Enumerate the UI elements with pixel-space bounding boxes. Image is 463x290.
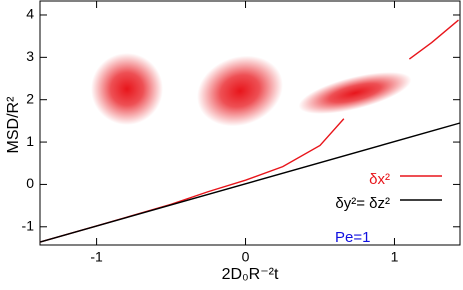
y-tick-label: -1	[22, 217, 35, 233]
data-line	[39, 19, 459, 243]
data-line	[39, 122, 461, 243]
y-tick-label: 3	[26, 48, 34, 64]
particle-blob	[197, 55, 283, 127]
x-axis-label: 2D₀R⁻²t	[222, 266, 279, 283]
legend-label: δx²	[369, 171, 390, 188]
y-tick-label: 2	[26, 90, 34, 106]
particle-blob	[91, 53, 163, 125]
y-axis-label: MSD/R²	[5, 96, 22, 154]
particle-blob	[298, 72, 412, 114]
x-tick-label: 0	[242, 249, 250, 265]
legend-label: δy²= δz²	[335, 195, 390, 212]
annotation: Pe=1	[335, 229, 370, 246]
y-tick-label: 1	[26, 133, 34, 149]
y-tick-label: 0	[26, 175, 34, 191]
x-tick-label: -1	[90, 249, 103, 265]
y-tick-label: 4	[26, 6, 34, 22]
x-tick-label: 1	[391, 249, 399, 265]
